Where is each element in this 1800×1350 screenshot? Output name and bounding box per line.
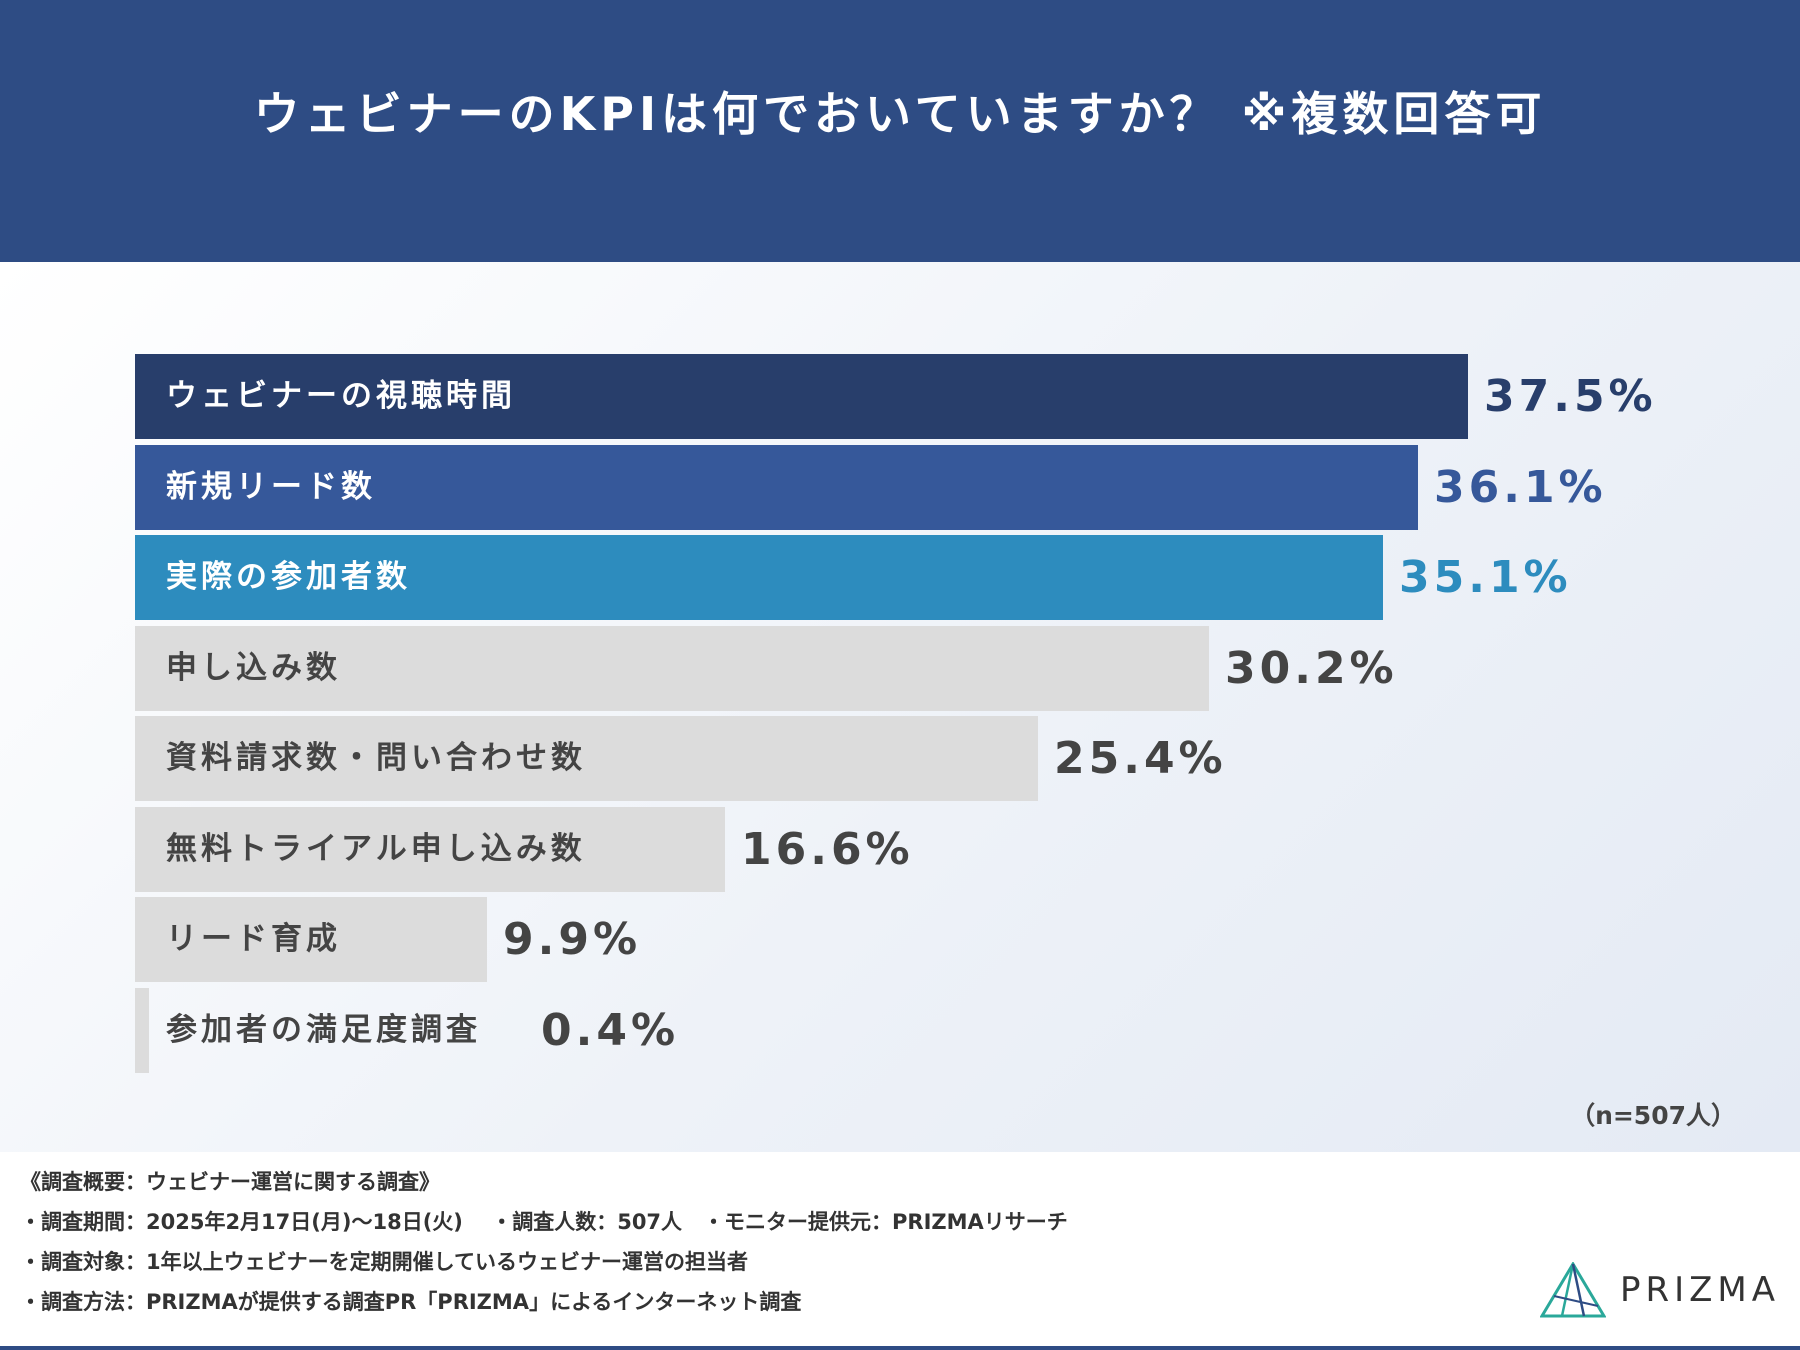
- bar-category-label: 無料トライアル申し込み数: [166, 830, 586, 867]
- survey-footer: 《調査概要：ウェビナー運営に関する調査》 ・調査期間：2025年2月17日(月)…: [0, 1152, 1800, 1350]
- prism-triangle-icon: [1540, 1262, 1606, 1318]
- bar-value-label: 36.1%: [1434, 461, 1607, 513]
- survey-title: 《調査概要：ウェビナー運営に関する調査》: [20, 1170, 440, 1194]
- bar-category-label: 資料請求数・問い合わせ数: [166, 740, 586, 776]
- bar-chart: ウェビナーの視聴時間 37.5% 新規リード数 36.1% 実際の参加者数 35.1% 申し…: [0, 262, 1800, 1152]
- bar: [135, 806, 725, 892]
- bar: [135, 897, 487, 982]
- bar-value-label: 37.5%: [1484, 371, 1657, 422]
- bar-value-label: 9.9%: [503, 914, 642, 965]
- prizma-logo: PRIZMA: [1540, 1260, 1780, 1320]
- survey-period: ・調査期間：2025年2月17日(月)〜18日(火) ・調査人数：507人 ・モ…: [20, 1210, 1068, 1234]
- bar-category-label: 申し込み数: [166, 649, 341, 686]
- chart-title: ウェビナーのKPIは何でおいていますか？ ※複数回答可: [253, 87, 1547, 141]
- bar: [135, 987, 149, 1073]
- bar-value-label: 30.2%: [1225, 642, 1398, 694]
- bar-value-label: 0.4%: [541, 1004, 680, 1056]
- sample-size-note: （n=507人）: [1570, 1101, 1736, 1130]
- survey-method: ・調査方法：PRIZMAが提供する調査PR「PRIZMA」によるインターネット調…: [20, 1290, 802, 1314]
- brand-name: PRIZMA: [1619, 1270, 1780, 1310]
- chart-area: ウェビナーの視聴時間 37.5% 新規リード数 36.1% 実際の参加者数 35.1% 申し…: [0, 262, 1800, 1152]
- bar-value-label: 25.4%: [1054, 733, 1227, 784]
- bar-category-label: リード育成: [166, 921, 341, 957]
- bar-category-label: 実際の参加者数: [166, 559, 411, 595]
- survey-target: ・調査対象：1年以上ウェビナーを定期開催しているウェビナー運営の担当者: [20, 1250, 748, 1274]
- bar: [135, 716, 1038, 801]
- bar-category-label: 参加者の満足度調査: [166, 1011, 481, 1048]
- bar: [135, 625, 1209, 711]
- footer-divider: [0, 1346, 1800, 1350]
- bar-value-label: 35.1%: [1399, 552, 1572, 603]
- bar-value-label: 16.6%: [741, 823, 914, 875]
- bar: [135, 535, 1383, 620]
- bar: [135, 444, 1418, 530]
- bar-category-label: ウェビナーの視聴時間: [166, 378, 516, 414]
- bar-category-label: 新規リード数: [166, 468, 376, 505]
- bar: [135, 354, 1468, 439]
- header-banner: ウェビナーのKPIは何でおいていますか？ ※複数回答可: [0, 0, 1800, 262]
